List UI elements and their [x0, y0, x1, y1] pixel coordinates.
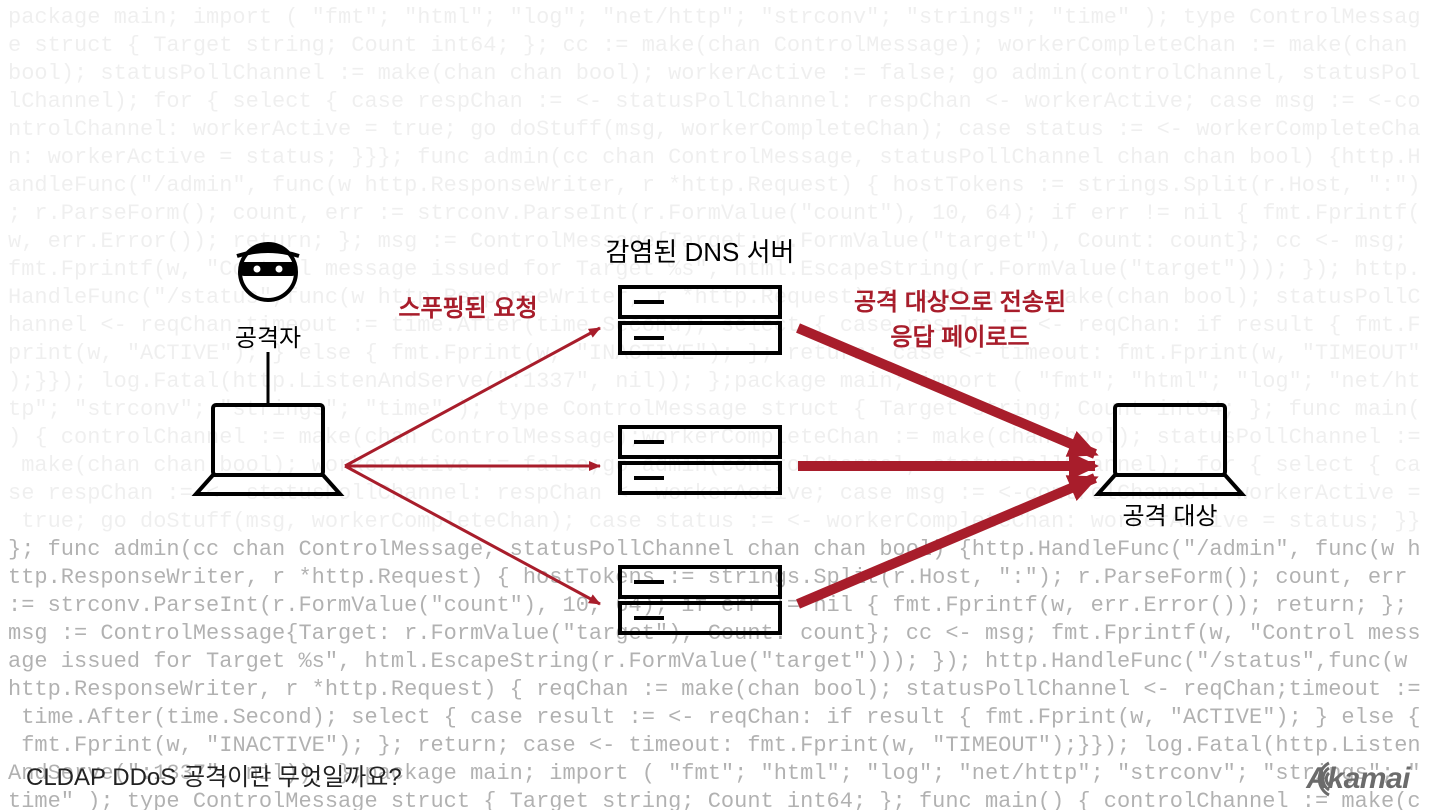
- dns-title-label: 감염된 DNS 서버: [560, 232, 840, 269]
- spoofed-request-label: 스푸핑된 요청: [368, 288, 568, 323]
- server-icon: [620, 427, 780, 493]
- attacker-label: 공격자: [218, 318, 318, 353]
- server-icon: [620, 567, 780, 633]
- attacker-icon: [237, 243, 299, 300]
- thin-arrow: [345, 328, 600, 466]
- akamai-wave-icon: [1306, 759, 1346, 799]
- laptop-icon: [1098, 405, 1242, 494]
- caption-text: CLDAP DDoS 공격이란 무엇일까요?: [26, 757, 402, 792]
- thin-arrow: [345, 466, 600, 604]
- laptop-icon: [196, 405, 340, 494]
- thick-arrow: [798, 478, 1095, 604]
- target-label: 공격 대상: [1100, 496, 1240, 531]
- diagram-stage: package main; import ( "fmt"; "html"; "l…: [0, 0, 1440, 810]
- server-icon: [620, 287, 780, 353]
- payload-label: 공격 대상으로 전송된 응답 페이로드: [820, 282, 1100, 352]
- akamai-logo: Akamai: [1306, 762, 1410, 796]
- diagram-svg: [0, 0, 1440, 810]
